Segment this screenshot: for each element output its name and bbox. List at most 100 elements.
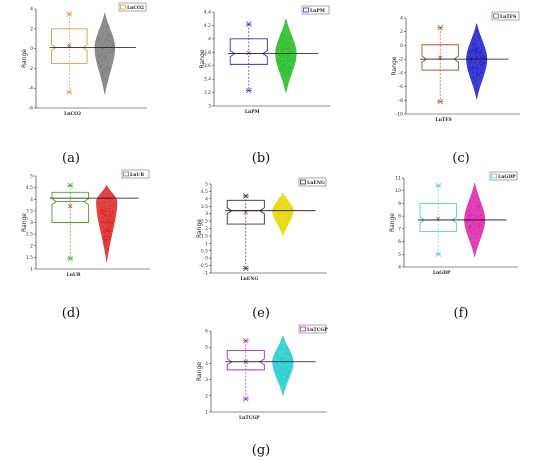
data-point: [105, 230, 107, 232]
data-point: [276, 205, 278, 207]
data-point: [480, 54, 482, 57]
data-point: [469, 204, 471, 207]
data-point: [286, 373, 288, 375]
data-point: [283, 72, 285, 74]
data-point: [482, 63, 484, 65]
y-axis-label: Range: [21, 49, 28, 68]
data-point: [483, 62, 485, 64]
data-point: [275, 357, 277, 359]
data-point: [476, 29, 479, 32]
x-axis-label: LnCO2: [64, 111, 81, 117]
data-point: [479, 228, 481, 231]
data-point: [471, 214, 473, 216]
data-point: [468, 50, 470, 53]
data-point: [279, 59, 281, 61]
data-point: [476, 75, 478, 77]
data-point: [108, 68, 110, 70]
data-point: [293, 59, 295, 61]
legend-label: LnENG: [307, 180, 325, 186]
legend-box: [489, 171, 518, 181]
data-point: [286, 83, 289, 86]
data-point: [288, 64, 290, 66]
data-point: [278, 358, 280, 360]
data-point: [110, 42, 112, 44]
data-point: [281, 67, 283, 70]
extreme-marker: [435, 182, 441, 189]
caption-f: (f): [454, 306, 469, 321]
data-point: [108, 214, 110, 216]
data-point: [100, 55, 102, 58]
data-point: [475, 232, 477, 234]
data-point: [279, 364, 281, 366]
data-point: [289, 214, 291, 217]
data-point: [280, 203, 282, 205]
data-point: [280, 34, 283, 36]
data-point: [280, 204, 283, 206]
data-point: [277, 356, 279, 359]
data-point: [111, 222, 113, 225]
data-point: [283, 373, 286, 375]
data-point: [478, 223, 481, 225]
data-point: [280, 54, 282, 56]
y-tick-label: -4: [29, 86, 34, 92]
data-point: [472, 229, 474, 231]
chart-panel-d: 1 1.5 2 2.5 3 3.5 4 4.5 5 Range LnUR LnUR: [21, 169, 150, 278]
data-point: [476, 71, 478, 73]
data-point: [279, 57, 281, 59]
data-point: [480, 51, 483, 53]
data-point: [109, 213, 111, 215]
data-point: [101, 210, 103, 212]
data-point: [104, 56, 106, 59]
data-point: [104, 66, 106, 68]
data-point: [480, 40, 483, 43]
data-point: [475, 60, 477, 62]
data-point: [103, 216, 105, 219]
data-point: [474, 237, 476, 239]
data-point: [287, 47, 289, 49]
data-point: [467, 214, 469, 216]
legend-swatch: [491, 173, 497, 179]
data-point: [480, 46, 483, 48]
data-point: [283, 207, 285, 209]
data-point: [471, 224, 473, 227]
data-point: [282, 55, 285, 57]
data-point: [109, 205, 111, 207]
data-point: [108, 238, 111, 240]
data-point: [284, 205, 286, 207]
data-point: [108, 220, 110, 222]
extreme-marker: [246, 87, 252, 94]
data-point: [103, 55, 106, 57]
data-point: [471, 50, 473, 52]
y-tick-label: 3: [30, 220, 33, 226]
data-point: [277, 211, 279, 213]
data-point: [104, 213, 107, 215]
data-point: [105, 215, 107, 217]
data-point: [290, 36, 292, 38]
data-point: [283, 218, 285, 220]
data-point: [281, 66, 283, 68]
data-point: [288, 371, 290, 373]
data-point: [101, 79, 103, 82]
data-point: [474, 61, 476, 63]
data-point: [99, 45, 101, 47]
data-point: [479, 207, 481, 209]
data-point: [281, 357, 283, 359]
data-point: [468, 52, 470, 54]
data-point: [290, 67, 292, 69]
y-tick-label: 3.6: [204, 63, 211, 69]
data-point: [478, 204, 480, 206]
data-point: [282, 60, 285, 62]
data-point: [104, 39, 106, 42]
x-axis-label: LnENG: [240, 276, 258, 282]
data-point: [106, 234, 108, 236]
data-point: [470, 237, 472, 239]
data-point: [284, 215, 287, 217]
data-point: [104, 71, 106, 73]
data-point: [285, 75, 287, 77]
data-point: [479, 220, 481, 222]
data-point: [106, 218, 108, 220]
data-point: [103, 222, 106, 224]
data-point: [283, 369, 285, 371]
data-point: [288, 31, 290, 33]
data-point: [97, 60, 100, 62]
